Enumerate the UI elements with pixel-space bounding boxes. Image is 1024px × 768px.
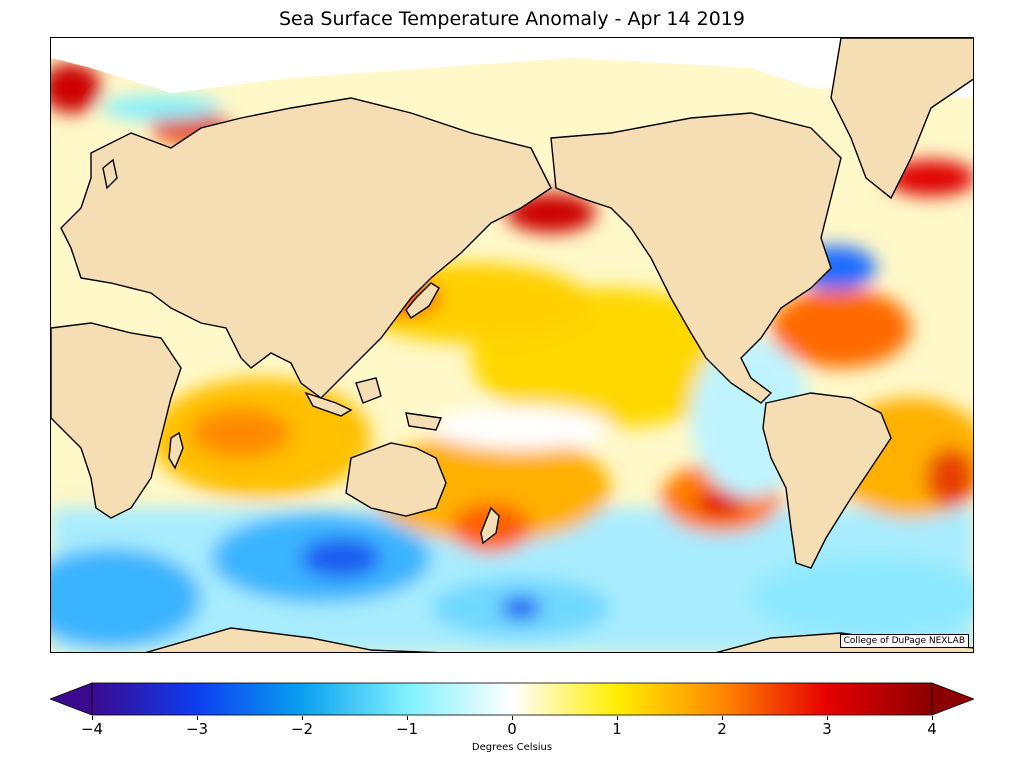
colorbar-tick-label: 0 [507,720,517,738]
colorbar-tick-label: 1 [612,720,622,738]
colorbar-tick-label: −1 [395,720,419,738]
british-isles [102,158,118,190]
colorbar-tick-mark [302,716,303,720]
colorbar-tick-label: 3 [822,720,832,738]
colorbar-tick-mark [827,716,828,720]
south-america [762,392,892,569]
colorbar-tick-label: 4 [927,720,937,738]
colorbar-tick-mark [932,716,933,720]
eurasia [60,97,552,399]
greenland [830,38,973,200]
madagascar [168,431,184,470]
colorbar-label: Degrees Celsius [471,742,553,753]
map-canvas [51,38,973,652]
credit-label: College of DuPage NEXLAB [839,634,969,648]
colorbar-tick-mark [722,716,723,720]
colorbar-tick-mark [92,716,93,720]
colorbar-tick-label: −3 [185,720,209,738]
sst-anomaly-map: College of DuPage NEXLAB [50,37,974,653]
australia [345,442,447,517]
colorbar-tick-label: −4 [80,720,104,738]
africa [51,322,182,519]
colorbar-tick-label: 2 [717,720,727,738]
antarctica [145,627,439,652]
colorbar-extend-high [931,682,974,716]
japan [405,282,440,319]
colorbar-tick-mark [197,716,198,720]
colorbar-extend-low [50,682,93,716]
map-title: Sea Surface Temperature Anomaly - Apr 14… [278,8,745,30]
colorbar-tick-mark [617,716,618,720]
colorbar-tick-mark [407,716,408,720]
sea-ice [51,38,973,98]
colorbar-gradient [91,682,933,716]
colorbar-tick-label: −2 [290,720,314,738]
borneo [355,377,382,404]
indonesia [304,391,353,417]
colorbar [50,682,974,716]
colorbar-tick-mark [512,716,513,720]
new-guinea [405,412,442,431]
north-america [550,112,842,404]
new-zealand [480,506,500,545]
land-masses [51,38,973,652]
